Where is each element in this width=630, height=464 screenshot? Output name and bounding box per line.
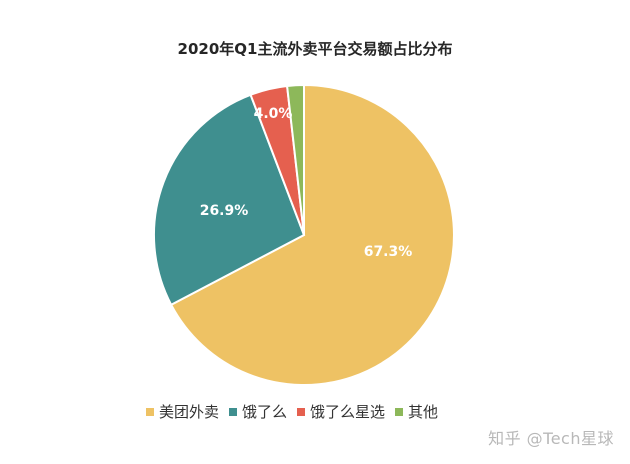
chart-legend: 美团外卖 饿了么 饿了么星选 其他 [146, 401, 448, 422]
legend-label: 饿了么 [242, 403, 288, 421]
legend-item-other[interactable]: 其他 [395, 401, 438, 422]
slice-label-meituan: 67.3% [364, 244, 413, 260]
legend-label: 其他 [408, 403, 439, 421]
slice-label-eleme-xingxuan: 4.0% [254, 106, 293, 122]
legend-swatch-icon [229, 407, 238, 416]
chart-title: 2020年Q1主流外卖平台交易额占比分布 [177, 40, 453, 58]
slice-other[interactable] [285, 83, 305, 236]
legend-swatch-icon [297, 407, 306, 416]
legend-swatch-icon [395, 407, 404, 416]
slice-meituan[interactable] [169, 83, 455, 386]
legend-label: 饿了么星选 [310, 403, 386, 421]
legend-item-eleme[interactable]: 饿了么 [229, 401, 287, 422]
legend-label: 美团外卖 [159, 403, 220, 421]
legend-item-meituan[interactable]: 美团外卖 [146, 401, 219, 422]
legend-swatch-icon [146, 407, 154, 416]
legend-item-eleme-xingxuan[interactable]: 饿了么星选 [297, 401, 385, 422]
watermark: 知乎 @Tech星球 [488, 429, 614, 448]
slice-eleme[interactable] [152, 93, 306, 307]
slice-label-eleme: 26.9% [200, 203, 249, 219]
